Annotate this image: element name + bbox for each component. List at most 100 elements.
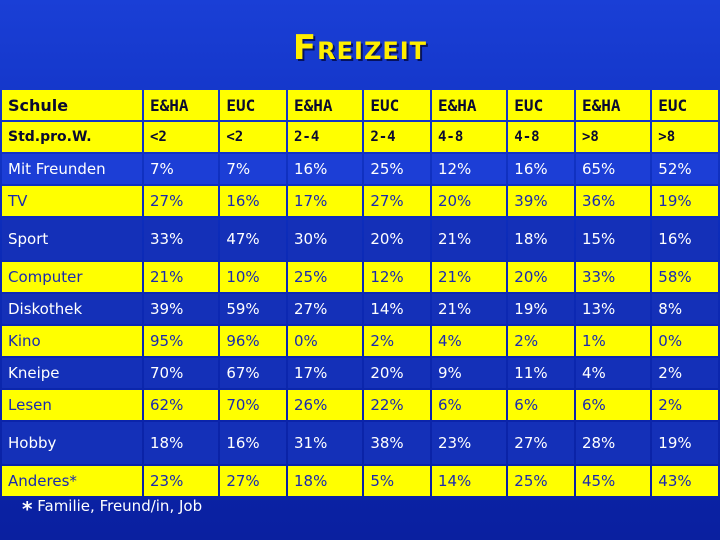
- value-cell: 27%: [220, 466, 286, 496]
- table-row: Diskothek 39% 59% 27% 14% 21% 19% 13% 8%: [2, 294, 718, 324]
- header-cell: EUC: [220, 90, 286, 120]
- value-cell: 19%: [652, 422, 718, 464]
- value-cell: 25%: [508, 466, 574, 496]
- value-cell: 22%: [364, 390, 430, 420]
- value-cell: 2%: [652, 390, 718, 420]
- header-cell: EUC: [364, 90, 430, 120]
- value-cell: 27%: [144, 186, 219, 216]
- row-label: TV: [2, 186, 142, 216]
- value-cell: 15%: [575, 218, 651, 260]
- value-cell: 6%: [575, 390, 651, 420]
- value-cell: 20%: [508, 262, 574, 292]
- table-row: Hobby 18% 16% 31% 38% 23% 27% 28% 19%: [2, 422, 718, 464]
- value-cell: 30%: [287, 218, 363, 260]
- value-cell: 5%: [364, 466, 430, 496]
- value-cell: 14%: [364, 294, 430, 324]
- row-label: Kneipe: [2, 358, 142, 388]
- subheader-label: Std.pro.W.: [2, 122, 142, 152]
- value-cell: 16%: [287, 154, 363, 184]
- value-cell: 23%: [144, 466, 219, 496]
- value-cell: 96%: [220, 326, 286, 356]
- footnote: * Familie, Freund/in, Job: [22, 497, 202, 521]
- value-cell: 21%: [144, 262, 219, 292]
- value-cell: 26%: [287, 390, 363, 420]
- row-label: Anderes*: [2, 466, 142, 496]
- value-cell: 20%: [364, 358, 430, 388]
- subheader-row: Std.pro.W. <2 <2 2-4 2-4 4-8 4-8 >8 >8: [2, 122, 718, 152]
- value-cell: 62%: [144, 390, 219, 420]
- header-cell: EUC: [652, 90, 718, 120]
- value-cell: 14%: [431, 466, 507, 496]
- row-label: Mit Freunden: [2, 154, 142, 184]
- value-cell: 27%: [508, 422, 574, 464]
- value-cell: 36%: [575, 186, 651, 216]
- row-label: Kino: [2, 326, 142, 356]
- table-row: Computer 21% 10% 25% 12% 21% 20% 33% 58%: [2, 262, 718, 292]
- value-cell: 2%: [652, 358, 718, 388]
- value-cell: 16%: [652, 218, 718, 260]
- value-cell: 16%: [508, 154, 574, 184]
- value-cell: 21%: [431, 294, 507, 324]
- value-cell: 2%: [364, 326, 430, 356]
- value-cell: 8%: [652, 294, 718, 324]
- value-cell: 0%: [287, 326, 363, 356]
- subheader-cell: 2-4: [364, 122, 430, 152]
- header-cell: EUC: [508, 90, 574, 120]
- value-cell: 39%: [508, 186, 574, 216]
- value-cell: 2%: [508, 326, 574, 356]
- value-cell: 38%: [364, 422, 430, 464]
- value-cell: 27%: [364, 186, 430, 216]
- subheader-cell: 2-4: [287, 122, 363, 152]
- subheader-cell: <2: [144, 122, 219, 152]
- value-cell: 12%: [364, 262, 430, 292]
- value-cell: 4%: [431, 326, 507, 356]
- value-cell: 21%: [431, 218, 507, 260]
- value-cell: 70%: [220, 390, 286, 420]
- value-cell: 16%: [220, 422, 286, 464]
- value-cell: 58%: [652, 262, 718, 292]
- value-cell: 7%: [220, 154, 286, 184]
- subheader-cell: >8: [575, 122, 651, 152]
- value-cell: 70%: [144, 358, 219, 388]
- table-row: Sport 33% 47% 30% 20% 21% 18% 15% 16%: [2, 218, 718, 260]
- value-cell: 39%: [144, 294, 219, 324]
- value-cell: 11%: [508, 358, 574, 388]
- value-cell: 20%: [364, 218, 430, 260]
- value-cell: 13%: [575, 294, 651, 324]
- value-cell: 27%: [287, 294, 363, 324]
- freizeit-table: Schule E&HA EUC E&HA EUC E&HA EUC E&HA E…: [0, 88, 720, 498]
- row-label: Hobby: [2, 422, 142, 464]
- row-label: Diskothek: [2, 294, 142, 324]
- row-label: Lesen: [2, 390, 142, 420]
- table-row: Anderes* 23% 27% 18% 5% 14% 25% 45% 43%: [2, 466, 718, 496]
- value-cell: 12%: [431, 154, 507, 184]
- header-cell: E&HA: [287, 90, 363, 120]
- value-cell: 7%: [144, 154, 219, 184]
- subheader-cell: 4-8: [431, 122, 507, 152]
- subheader-cell: >8: [652, 122, 718, 152]
- value-cell: 17%: [287, 358, 363, 388]
- table-row: Kneipe 70% 67% 17% 20% 9% 11% 4% 2%: [2, 358, 718, 388]
- value-cell: 18%: [508, 218, 574, 260]
- subheader-cell: 4-8: [508, 122, 574, 152]
- value-cell: 20%: [431, 186, 507, 216]
- value-cell: 6%: [431, 390, 507, 420]
- row-label: Computer: [2, 262, 142, 292]
- value-cell: 52%: [652, 154, 718, 184]
- subheader-cell: <2: [220, 122, 286, 152]
- value-cell: 31%: [287, 422, 363, 464]
- value-cell: 95%: [144, 326, 219, 356]
- value-cell: 18%: [287, 466, 363, 496]
- value-cell: 1%: [575, 326, 651, 356]
- value-cell: 6%: [508, 390, 574, 420]
- table-row: Mit Freunden 7% 7% 16% 25% 12% 16% 65% 52%: [2, 154, 718, 184]
- value-cell: 67%: [220, 358, 286, 388]
- value-cell: 23%: [431, 422, 507, 464]
- value-cell: 33%: [575, 262, 651, 292]
- value-cell: 9%: [431, 358, 507, 388]
- header-label: Schule: [2, 90, 142, 120]
- value-cell: 0%: [652, 326, 718, 356]
- value-cell: 65%: [575, 154, 651, 184]
- value-cell: 45%: [575, 466, 651, 496]
- value-cell: 25%: [364, 154, 430, 184]
